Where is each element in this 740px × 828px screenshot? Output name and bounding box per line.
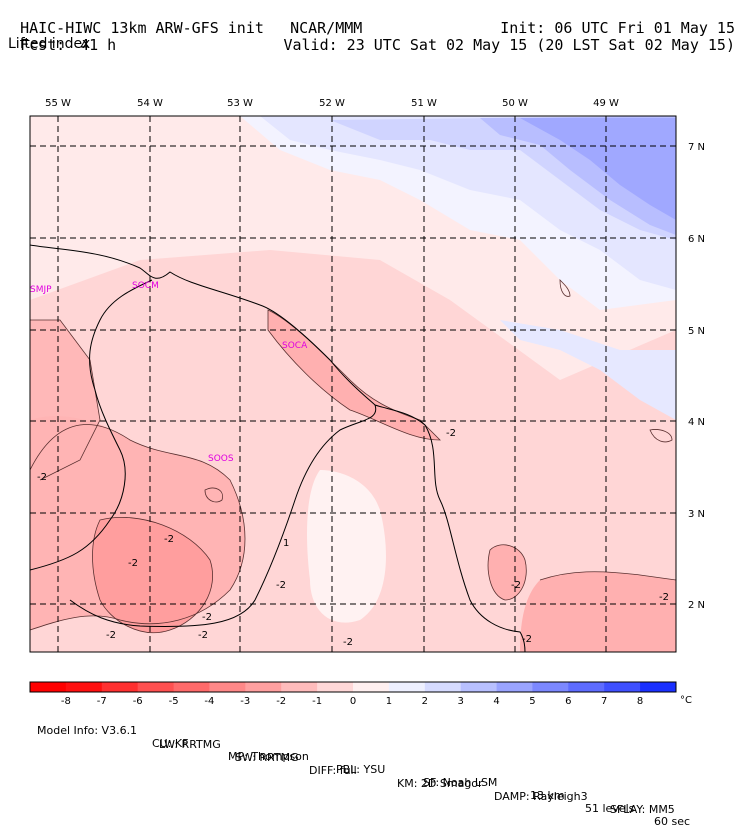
- colorbar-tick-label: -4: [204, 696, 214, 707]
- colorbar-tick-label: 1: [386, 696, 392, 707]
- lifted-index-map: 55 W 54 W 53 W 52 W 51 W 50 W 49 W 7 N 6…: [29, 98, 705, 707]
- field-name: Lifted index: [8, 36, 91, 52]
- colorbar-tick-label: 2: [422, 696, 428, 707]
- colorbar-tick-label: -3: [240, 696, 250, 707]
- station-labels: SMJP SOCM SOCA SOOS: [30, 281, 308, 464]
- lon-label: 51 W: [411, 98, 437, 109]
- grid-lines: [30, 116, 676, 652]
- map-frame: [29, 115, 677, 653]
- colorbar-swatch: [173, 682, 210, 692]
- valid-time: Valid: 23 UTC Sat 02 May 15 (20 LST Sat …: [283, 36, 735, 54]
- colorbar-swatch: [424, 682, 462, 692]
- colorbar-swatch: [101, 682, 139, 692]
- colorbar-swatch: [604, 682, 641, 692]
- colorbar-tick-label: 5: [529, 696, 535, 707]
- station-label: SOOS: [208, 454, 234, 464]
- colorbar-swatch: [532, 682, 569, 692]
- colorbar-swatch: [245, 682, 282, 692]
- colorbar: [29, 681, 677, 693]
- contour-label: -2: [202, 612, 212, 623]
- colorbar-swatch: [353, 682, 390, 692]
- station-label: SOCM: [132, 281, 159, 291]
- colorbar-tick-label: -5: [169, 696, 179, 707]
- footer-item: SW: RRTMG: [235, 751, 299, 764]
- footer-item: 60 sec: [654, 815, 691, 828]
- contour-value-labels: -2 -2 -2 -2 -2 -2 -2 -2 -2 -2 -2 -2 1: [37, 428, 669, 648]
- lon-label: 50 W: [502, 98, 528, 109]
- field-region-deep-blue: [520, 118, 676, 220]
- colorbar-ticks: -8 -7 -6 -5 -4 -3 -2 -1 0 1 2 3 4 5 6 7 8: [61, 696, 643, 707]
- contour-label: -2: [106, 630, 116, 641]
- colorbar-tick-label: 8: [637, 696, 643, 707]
- colorbar-swatch: [281, 682, 318, 692]
- contour-label: -2: [511, 580, 521, 591]
- contour-label: -2: [198, 630, 208, 641]
- colorbar-swatch: [65, 682, 103, 692]
- fcst-label: Fcst:: [20, 36, 66, 54]
- colorbar-swatch: [388, 682, 426, 692]
- contour-label: -2: [343, 637, 353, 648]
- contour-label: -2: [446, 428, 456, 439]
- colorbar-tick-label: -7: [97, 696, 107, 707]
- fcst-value: 41 h: [80, 36, 117, 54]
- colorbar-swatch: [317, 682, 354, 692]
- field-region-rose-east: [488, 544, 527, 600]
- lat-label: 4 N: [688, 417, 705, 428]
- lon-label: 49 W: [593, 98, 619, 109]
- footer-item: KM: 2D Smagor: [397, 777, 483, 790]
- contour-label: -2: [37, 472, 47, 483]
- field-region-pale-patch: [307, 470, 386, 623]
- contour-label: -2: [276, 580, 286, 591]
- init-time: Init: 06 UTC Fri 01 May 15: [500, 19, 735, 37]
- colorbar-swatch: [137, 682, 175, 692]
- colorbar-tick-label: -6: [133, 696, 143, 707]
- colorbar-tick-label: 4: [493, 696, 499, 707]
- contour-label: -2: [128, 558, 138, 569]
- footer-item: Model Info: V3.6.1: [37, 724, 138, 737]
- coastlines: [30, 244, 526, 652]
- colorbar-swatch: [568, 682, 605, 692]
- colorbar-tick-label: 6: [565, 696, 571, 707]
- org-label: NCAR/MMM: [290, 19, 363, 37]
- contour-label: -2: [164, 534, 174, 545]
- colorbar-tick-label: 0: [350, 696, 356, 707]
- contour-label: 1: [283, 538, 289, 549]
- colorbar-tick-label: -8: [61, 696, 71, 707]
- station-label: SMJP: [30, 285, 52, 295]
- colorbar-swatch: [640, 682, 677, 692]
- colorbar-swatch: [209, 682, 246, 692]
- footer-item: DIFF: full: [309, 764, 357, 777]
- lon-label: 54 W: [137, 98, 163, 109]
- colorbar-tick-label: -2: [276, 696, 286, 707]
- contour-label: -2: [522, 634, 532, 645]
- colorbar-swatch: [30, 682, 67, 692]
- contour-label: -2: [659, 592, 669, 603]
- station-label: SOCA: [282, 341, 308, 351]
- colorbar-tick-label: 7: [601, 696, 607, 707]
- lat-label: 6 N: [688, 234, 705, 245]
- lat-labels: 7 N 6 N 5 N 4 N 3 N 2 N: [688, 142, 705, 611]
- lon-labels: 55 W 54 W 53 W 52 W 51 W 50 W 49 W: [45, 98, 619, 109]
- lat-label: 3 N: [688, 509, 705, 520]
- field-region-rose-southeast: [520, 571, 676, 652]
- colorbar-unit: °C: [680, 695, 692, 706]
- footer-item: SFLAY: MM5: [610, 803, 675, 816]
- model-title: HAIC-HIWC 13km ARW-GFS init: [20, 19, 264, 37]
- colorbar-swatch: [496, 682, 533, 692]
- lon-label: 55 W: [45, 98, 71, 109]
- lat-label: 5 N: [688, 326, 705, 337]
- lon-label: 52 W: [319, 98, 345, 109]
- footer-line-1: Model Info: V3.6.1 CU: KF MP: Thompson P…: [30, 711, 690, 828]
- field-region-blue-band: [500, 320, 676, 420]
- lat-label: 2 N: [688, 600, 705, 611]
- lon-label: 53 W: [227, 98, 253, 109]
- lat-label: 7 N: [688, 142, 705, 153]
- colorbar-tick-label: -1: [312, 696, 322, 707]
- footer-item: DAMP: Rayleigh3: [494, 790, 588, 803]
- footer-line-2: LW: RRTMG SW: RRTMG DIFF: full KM: 2D Sm…: [152, 725, 675, 816]
- colorbar-swatch: [460, 682, 498, 692]
- colorbar-tick-label: 3: [458, 696, 464, 707]
- colorbar-frame: [29, 681, 677, 693]
